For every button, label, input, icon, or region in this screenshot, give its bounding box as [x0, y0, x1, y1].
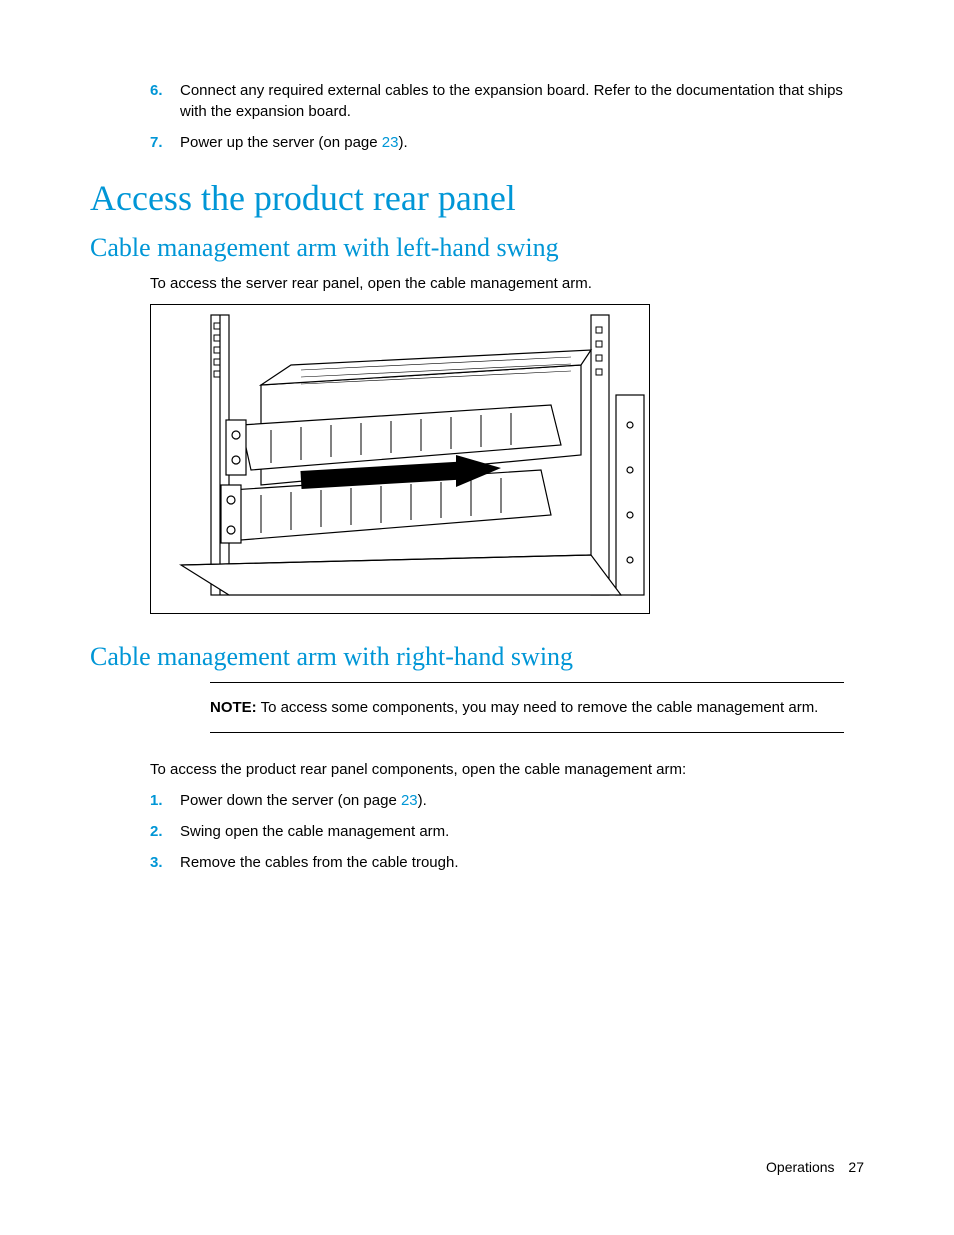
footer-section-name: Operations [766, 1159, 834, 1175]
list-item: 7. Power up the server (on page 23). [150, 132, 864, 153]
step-number: 3. [150, 852, 180, 873]
intro-text-left: To access the server rear panel, open th… [150, 273, 864, 294]
server-rack-illustration-icon [151, 305, 650, 614]
step-number: 7. [150, 132, 180, 153]
note-callout: NOTE: To access some components, you may… [210, 682, 844, 733]
step-number: 6. [150, 80, 180, 101]
text-segment: ). [418, 792, 427, 809]
footer-page-number: 27 [848, 1159, 864, 1175]
text-segment: Remove the cables from the cable trough. [180, 854, 458, 871]
continued-steps-list: 6. Connect any required external cables … [150, 80, 864, 153]
step-text: Connect any required external cables to … [180, 80, 864, 122]
step-number: 2. [150, 821, 180, 842]
heading-2-left-hand-swing: Cable management arm with left-hand swin… [90, 233, 864, 263]
list-item: 6. Connect any required external cables … [150, 80, 864, 122]
text-segment: Power up the server (on page [180, 134, 382, 151]
note-label: NOTE: [210, 699, 257, 716]
text-segment: Swing open the cable management arm. [180, 823, 449, 840]
page-link[interactable]: 23 [382, 134, 399, 151]
step-text: Swing open the cable management arm. [180, 821, 864, 842]
list-item: 1. Power down the server (on page 23). [150, 790, 864, 811]
step-text: Power up the server (on page 23). [180, 132, 864, 153]
step-text: Power down the server (on page 23). [180, 790, 864, 811]
text-segment: Power down the server (on page [180, 792, 401, 809]
page-link[interactable]: 23 [401, 792, 418, 809]
text-segment: Connect any required external cables to … [180, 82, 843, 120]
document-page: 6. Connect any required external cables … [0, 0, 954, 937]
step-text: Remove the cables from the cable trough. [180, 852, 864, 873]
list-item: 2. Swing open the cable management arm. [150, 821, 864, 842]
text-segment: ). [398, 134, 407, 151]
technical-diagram [150, 304, 650, 614]
heading-2-right-hand-swing: Cable management arm with right-hand swi… [90, 642, 864, 672]
step-number: 1. [150, 790, 180, 811]
page-footer: Operations 27 [766, 1159, 864, 1175]
heading-1-access-rear-panel: Access the product rear panel [90, 177, 864, 219]
list-item: 3. Remove the cables from the cable trou… [150, 852, 864, 873]
intro-text-right: To access the product rear panel compone… [150, 759, 864, 780]
note-text: To access some components, you may need … [257, 699, 819, 716]
right-steps-list: 1. Power down the server (on page 23). 2… [150, 790, 864, 873]
